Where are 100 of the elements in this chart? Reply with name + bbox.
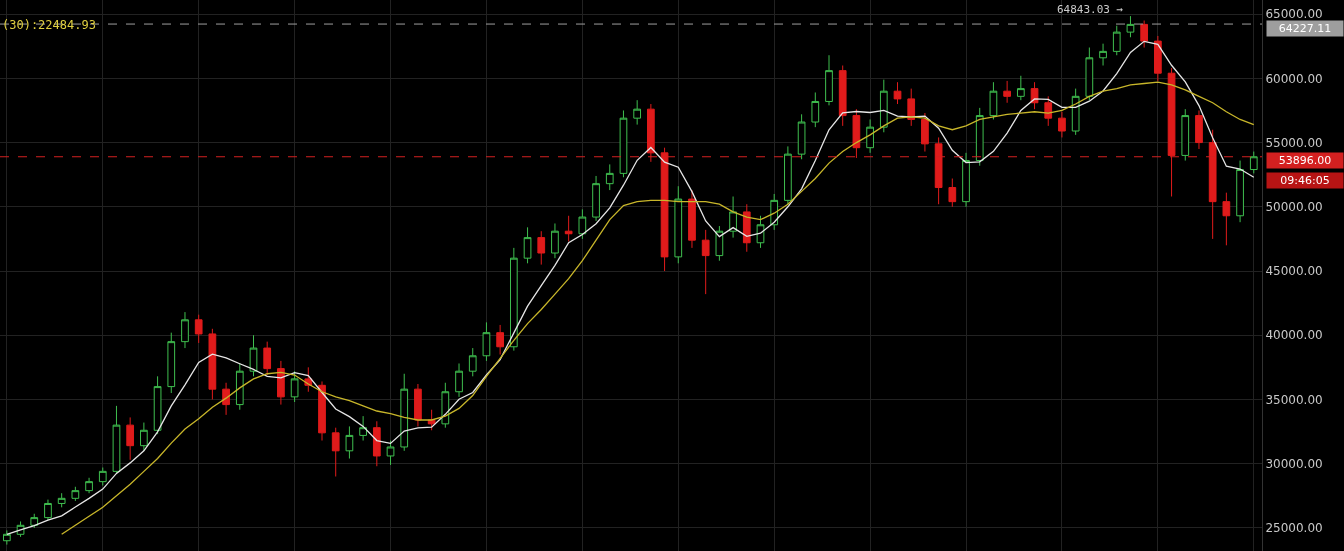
candlestick [44,499,52,521]
candlestick [1236,160,1244,223]
candlestick [372,420,381,467]
candlestick [1140,20,1149,49]
candlestick [1126,15,1135,38]
candlestick [1195,109,1203,150]
candlestick [962,152,970,208]
candlestick [468,347,477,377]
candlestick [30,513,39,529]
candlestick [1099,43,1107,66]
candlestick [989,81,998,120]
candlestick [578,208,587,240]
y-tick-label: 30000.00 [1265,456,1323,471]
candlestick [441,382,450,429]
candlestick [742,203,751,253]
candlestick [331,427,340,478]
candlestick [1044,95,1053,127]
text: 09:46:05 [1280,174,1330,187]
candlestick [455,362,463,398]
candlestick [496,324,504,355]
candlestick [811,91,820,128]
candlestick [1016,75,1025,101]
candlestick [57,492,66,508]
candlestick [1058,111,1066,138]
candlestick [866,118,874,154]
candlestick [592,175,600,222]
candlestick [797,113,806,160]
candlestick [1181,108,1190,162]
candlestick [222,382,230,416]
candlestick [235,362,244,411]
candlestick [879,79,888,133]
candlestick [948,178,957,208]
candlestick [126,416,135,461]
annotation: 64843.03 → [1057,3,1124,16]
candlestick [1167,67,1176,198]
candlestick [181,311,189,349]
candlestick [975,107,984,167]
candlestick [263,341,272,376]
ref-line-label: 53896.00 [1278,154,1332,167]
candlestick [71,486,80,502]
candlestick [825,54,833,106]
ref-line-label: 64227.11 [1278,22,1332,35]
candlestick [208,328,217,400]
candlestick [427,409,436,431]
candlestick [852,108,861,159]
candlestick [523,226,532,264]
candlestick [619,109,628,178]
candlestick [140,422,148,452]
candlestick [318,380,326,442]
candlestick [921,112,929,153]
candlestick [674,185,683,264]
candlestick [551,222,559,259]
candlestick [112,405,121,475]
candlestick [1208,129,1217,240]
annotation: (30):22484.93 [2,18,96,32]
candlestick [838,65,847,127]
candlestick [1085,47,1094,101]
y-tick-label: 40000.00 [1265,328,1323,343]
candlestick [688,189,696,249]
candlestick [1112,25,1121,56]
candlestick [715,225,724,262]
candlestick [167,332,176,394]
candlestick [194,314,203,344]
y-tick-label: 35000.00 [1265,392,1323,407]
y-tick-label: 55000.00 [1265,135,1323,150]
candlestick [359,415,367,442]
y-tick-label: 25000.00 [1265,521,1323,536]
candlestick [249,334,258,377]
candlestick [784,145,792,205]
candlestick [934,136,943,205]
candlestick [756,215,765,249]
candlestick [564,215,573,242]
candlestick [98,467,107,486]
candlestick [153,375,162,435]
candlestick [386,440,395,466]
candlestick [1071,88,1080,136]
y-tick-label: 60000.00 [1265,71,1323,86]
y-tick-label: 65000.00 [1265,7,1323,22]
candlestick [277,360,285,406]
candlestick [345,425,354,460]
candlestick [660,147,669,272]
y-tick-label: 45000.00 [1265,264,1323,279]
candlestick [290,370,299,403]
candlestick [537,230,546,266]
candlestick [414,383,422,427]
candlestick [701,229,710,295]
candlestick [1030,81,1039,110]
candlestick [1003,80,1011,104]
candlestick [647,103,655,163]
y-tick-label: 50000.00 [1265,199,1323,214]
candlestick [1154,35,1162,82]
candlestick [482,321,491,362]
candlestick [85,477,93,494]
candlestick [509,247,518,352]
candlestick [1222,192,1231,246]
candlestick [1249,151,1258,174]
candlestick [605,163,614,191]
candlestick [893,81,902,105]
candlestick [400,373,409,452]
candlestick [633,99,642,126]
